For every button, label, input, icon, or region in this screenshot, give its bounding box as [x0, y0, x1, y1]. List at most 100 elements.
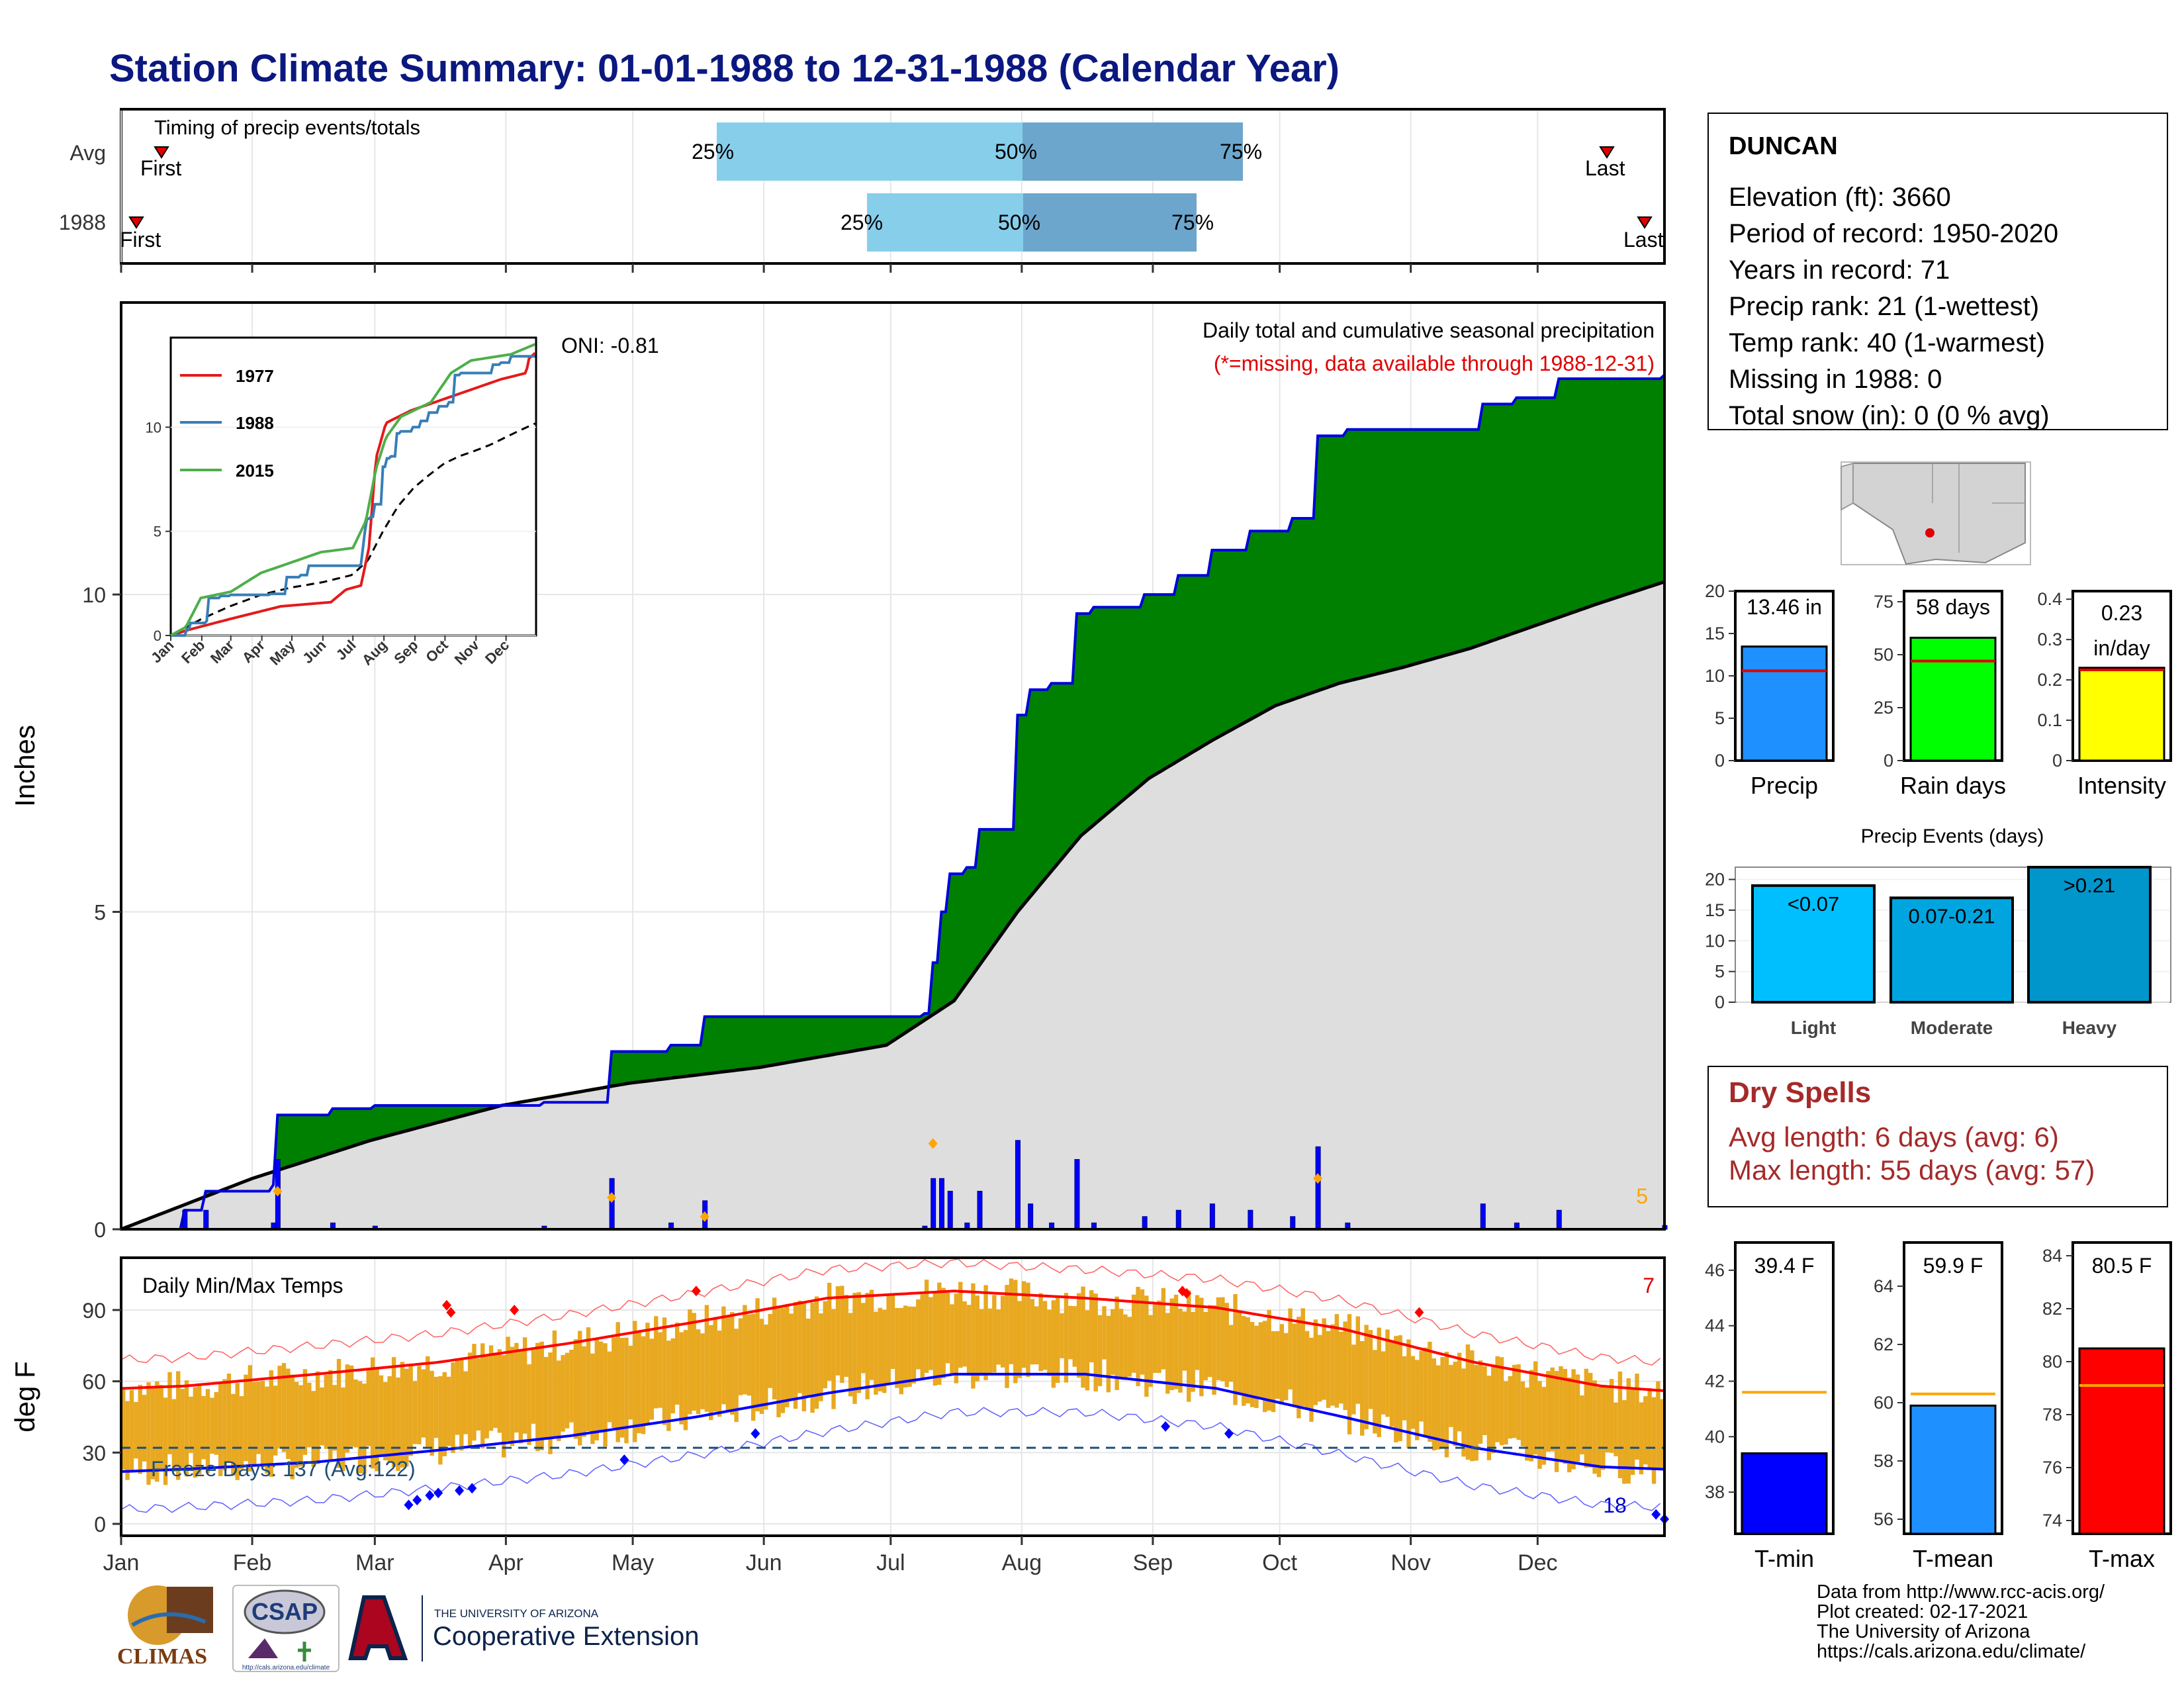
daily-temp-bar	[619, 1338, 625, 1438]
daily-temp-bar	[451, 1362, 455, 1453]
daily-temp-bar	[417, 1366, 422, 1444]
temp-y-axis-label: deg F	[9, 1361, 40, 1432]
timing-panel: Timing of precip events/totals 25% 50% 7…	[59, 108, 1666, 273]
daily-temp-bar	[696, 1329, 701, 1415]
daily-temp-bar	[945, 1292, 950, 1364]
daily-temp-bar	[1660, 1399, 1664, 1468]
daily-temp-bar	[1297, 1317, 1301, 1419]
daily-temp-bar	[594, 1339, 599, 1441]
climas-logo-text: CLIMAS	[117, 1644, 207, 1669]
daily-temp-bar	[958, 1282, 963, 1368]
daily-temp-bar	[903, 1305, 908, 1387]
csap-logo: CSAP http://cals.arizona.edu/climate	[232, 1585, 340, 1672]
county-lines	[1932, 463, 2025, 553]
climas-logo: CLIMAS	[117, 1585, 213, 1669]
daily-temp-bar	[281, 1363, 287, 1452]
daily-temp-bar	[929, 1297, 933, 1370]
record-high-marker	[691, 1286, 701, 1297]
daily-temp-bar	[730, 1312, 735, 1415]
daily-temp-bar	[1525, 1387, 1529, 1461]
record-low-marker	[751, 1428, 760, 1439]
daily-temp-bar	[1246, 1317, 1250, 1404]
daily-precip-bar	[1290, 1216, 1296, 1230]
daily-temp-bar	[1051, 1300, 1056, 1388]
precip-summary-bar	[1741, 645, 1828, 762]
tmean-summary-bar	[1909, 1404, 1997, 1535]
tmean-summary-y-tick-label: 56	[1874, 1509, 1893, 1529]
timing-1988-last-label: Last	[1623, 228, 1664, 252]
daily-temp-bar	[856, 1291, 862, 1393]
daily-temp-bar	[1042, 1301, 1048, 1370]
rain-days-summary-y-tick-label: 50	[1874, 645, 1893, 665]
daily-temp-bar	[1486, 1376, 1492, 1460]
tmax-summary-category-label: T-max	[2089, 1545, 2155, 1572]
daily-temp-bar	[1212, 1305, 1216, 1395]
arizona-shape	[1852, 463, 2026, 565]
daily-temp-bar	[1173, 1294, 1179, 1389]
main-chart-area: Timing of precip events/totals 25% 50% 7…	[9, 108, 1669, 1575]
daily-temp-bar	[1047, 1309, 1052, 1376]
daily-temp-bar	[134, 1401, 138, 1459]
daily-temp-bar	[1571, 1369, 1576, 1470]
daily-temp-bar	[497, 1349, 502, 1433]
daily-temp-bar	[933, 1293, 938, 1386]
record-daily-marker	[273, 1186, 283, 1197]
daily-temp-bar	[1402, 1356, 1407, 1421]
daily-temp-bar	[662, 1317, 667, 1425]
daily-temp-bar	[1457, 1352, 1462, 1432]
daily-temp-bar	[1304, 1331, 1310, 1409]
daily-temp-bar	[248, 1365, 253, 1472]
timing-1988-50-75-bar	[1023, 193, 1197, 252]
daily-temp-bar	[1385, 1329, 1390, 1417]
timing-row-1988: 1988	[59, 211, 106, 234]
daily-temp-bar	[734, 1329, 739, 1423]
daily-temp-bar	[1575, 1374, 1580, 1462]
precip-events-title: Precip Events (days)	[1861, 825, 2044, 847]
daily-temp-bar	[294, 1382, 299, 1468]
daily-precip-bar	[1480, 1203, 1486, 1230]
daily-temp-bar	[222, 1379, 227, 1471]
record-high-marker	[1182, 1288, 1192, 1299]
tmin-summary-y-tick-label: 46	[1705, 1260, 1725, 1280]
daily-temp-bar	[548, 1352, 553, 1454]
daily-temp-bar	[674, 1322, 680, 1405]
daily-temp-bar	[1622, 1400, 1627, 1484]
daily-temp-bar	[408, 1366, 413, 1456]
daily-temp-bar	[1609, 1379, 1614, 1453]
daily-temp-bar	[717, 1331, 722, 1417]
daily-temp-bar	[895, 1307, 899, 1388]
precip-events-category: Light	[1791, 1017, 1836, 1038]
record-low-marker	[619, 1454, 629, 1466]
tmin-summary-y-tick-label: 44	[1705, 1316, 1725, 1336]
daily-temp-bar	[1102, 1306, 1107, 1360]
daily-temp-bar	[890, 1293, 895, 1369]
daily-temp-bar	[455, 1358, 460, 1435]
daily-temp-bar	[1089, 1290, 1094, 1363]
daily-temp-bar	[502, 1355, 506, 1458]
daily-temp-bar	[1563, 1369, 1568, 1464]
month-label: Jul	[876, 1550, 905, 1575]
daily-temp-bar	[180, 1389, 185, 1468]
daily-temp-bar	[1440, 1357, 1445, 1448]
daily-temp-bar	[979, 1309, 984, 1376]
precip-events-chart: Precip Events (days) 0 5 10 15 20 <0.07 Light 0.…	[1705, 825, 2171, 1038]
daily-temp-bar	[1495, 1356, 1500, 1442]
daily-temp-bar	[801, 1303, 807, 1412]
daily-temp-bar	[260, 1380, 265, 1468]
daily-temp-bar	[670, 1338, 675, 1414]
daily-temp-bar	[1449, 1364, 1453, 1427]
daily-precip-bar	[931, 1178, 936, 1230]
daily-temp-bar	[624, 1337, 629, 1444]
tmax-summary-y-tick-label: 78	[2042, 1405, 2062, 1425]
timing-avg-first-label: First	[140, 156, 181, 180]
tmin-summary-bar	[1741, 1452, 1828, 1535]
locator-map	[1841, 461, 2031, 565]
daily-temp-bar	[218, 1383, 223, 1476]
intensity-summary-value-label: 0.23	[2101, 601, 2142, 625]
record-high-marker	[441, 1299, 451, 1311]
daily-temp-range-bars	[121, 1278, 1664, 1485]
daily-temp-bar	[1288, 1308, 1293, 1390]
daily-temp-bar	[210, 1397, 214, 1454]
university-of-arizona-logo: THE UNIVERSITY OF ARIZONA Cooperative Ex…	[348, 1595, 699, 1662]
daily-temp-bar	[1373, 1350, 1377, 1434]
